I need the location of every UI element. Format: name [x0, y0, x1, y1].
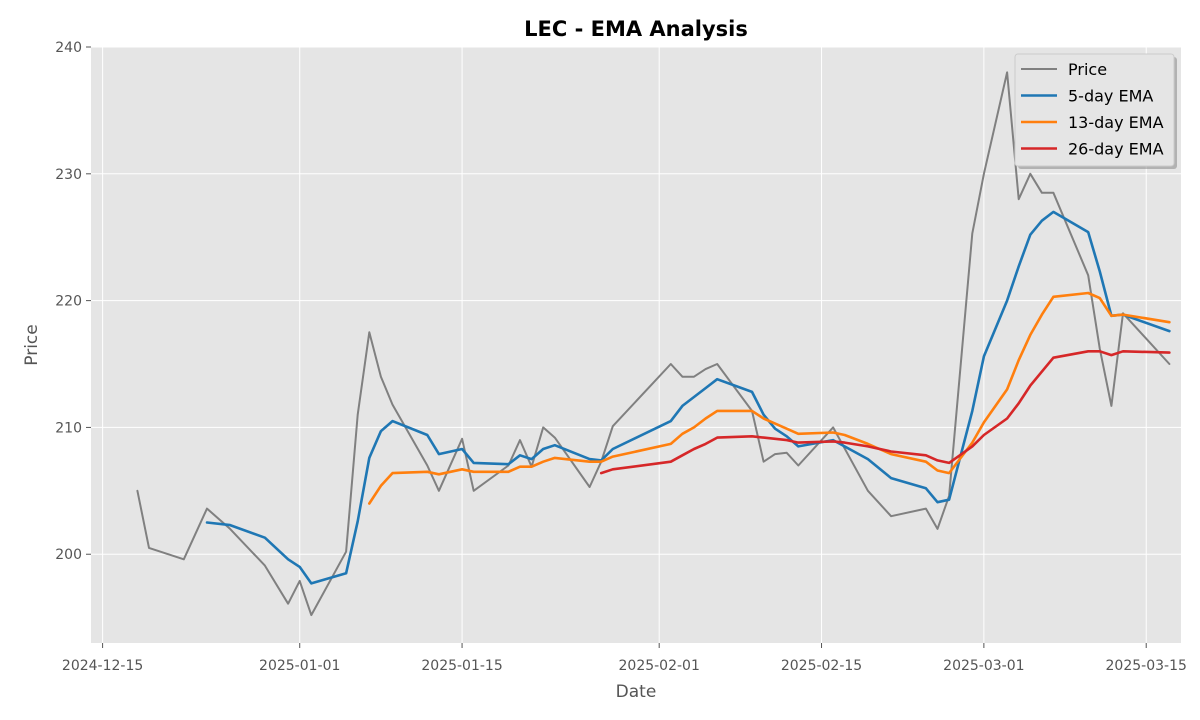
x-axis-label: Date — [616, 682, 657, 702]
series-lines — [136, 71, 1171, 617]
x-tick-label: 2025-02-01 — [619, 658, 700, 674]
y-tick-label: 230 — [55, 167, 82, 183]
x-tick-label: 2024-12-15 — [62, 658, 143, 674]
legend-label-5-day-ema: 5-day EMA — [1068, 87, 1153, 106]
legend-label-26-day-ema: 26-day EMA — [1068, 140, 1164, 159]
x-tick-label: 2025-02-15 — [781, 658, 862, 674]
x-tick-label: 2025-01-01 — [259, 658, 340, 674]
x-tick-label: 2025-03-15 — [1106, 658, 1187, 674]
series-line-26-day-ema — [599, 349, 1171, 475]
chart-title: LEC - EMA Analysis — [524, 17, 748, 41]
series-line-price — [136, 71, 1171, 617]
y-tick-label: 240 — [55, 40, 82, 56]
y-tick-label: 210 — [55, 420, 82, 436]
grid-lines — [91, 46, 1181, 643]
legend-box — [1014, 53, 1175, 167]
series-line-5-day-ema — [205, 210, 1171, 585]
legend-label-13-day-ema: 13-day EMA — [1068, 113, 1164, 132]
x-tick-label: 2025-03-01 — [943, 658, 1024, 674]
x-tick-label: 2025-01-15 — [421, 658, 502, 674]
y-axis-label: Price — [22, 324, 42, 365]
y-tick-label: 200 — [55, 547, 82, 563]
axes: 200 210 220 230 240 2024-12-15 2025-01-01 2025-… — [55, 40, 1187, 674]
legend: Price 5-day EMA 13-day EMA 26-day EMA — [1014, 53, 1177, 169]
y-tick-label: 220 — [55, 294, 82, 310]
legend-label-price: Price — [1068, 60, 1107, 79]
series-line-13-day-ema — [367, 291, 1171, 505]
